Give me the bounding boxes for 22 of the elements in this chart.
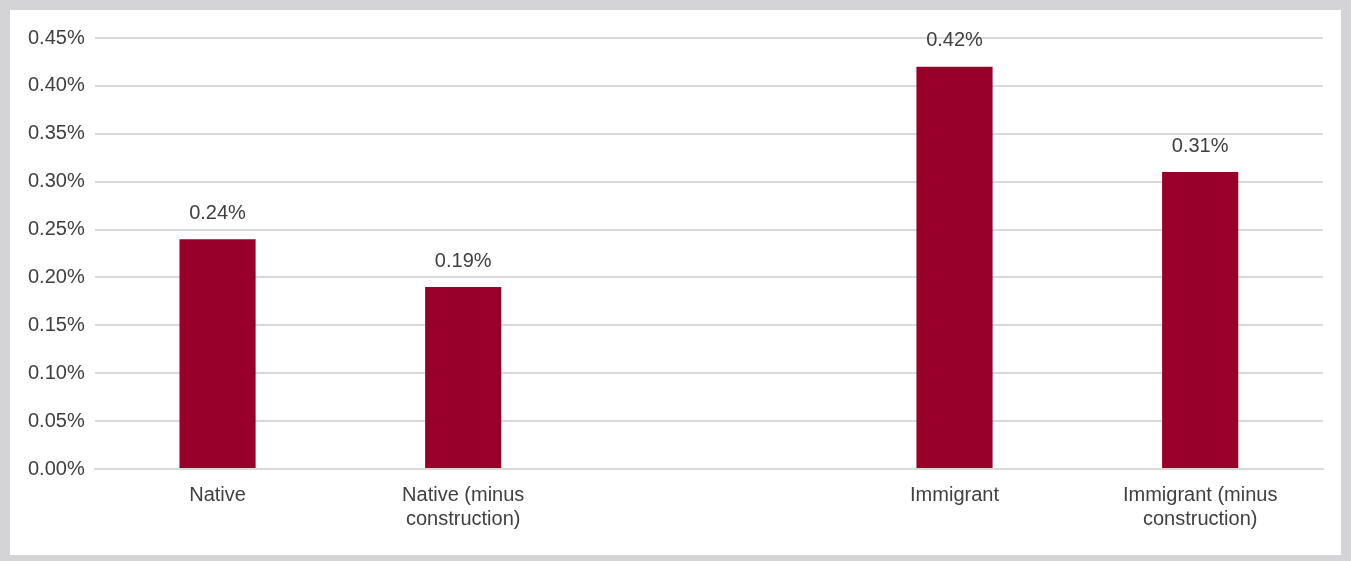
y-tick-label: 0.40% (27, 73, 85, 96)
y-tick-label: 0.35% (27, 121, 85, 144)
text: 0.24% (189, 200, 246, 223)
bar (425, 287, 502, 468)
bar (1162, 172, 1239, 468)
y-tick-label: 0.25% (27, 217, 85, 240)
text: 0.42% (926, 28, 983, 51)
x-tick-label: Immigrant (910, 482, 1000, 505)
text: 0.31% (1171, 133, 1229, 156)
y-tick-label: 0.30% (27, 169, 85, 192)
bar (179, 239, 256, 468)
y-tick-label: 0.00% (27, 456, 85, 479)
x-tick-label: Native (189, 482, 246, 505)
y-tick-label: 0.15% (27, 312, 85, 335)
y-tick-label: 0.20% (27, 264, 85, 287)
x-tick-label: Native (minus construction) (402, 482, 525, 529)
y-tick-label: 0.05% (27, 408, 85, 431)
bar (916, 66, 993, 468)
y-tick-label: 0.45% (27, 25, 85, 48)
text: 0.19% (434, 248, 492, 271)
y-tick-label: 0.10% (27, 360, 85, 383)
x-tick-label: Immigrant (minus construction) (1122, 482, 1278, 529)
